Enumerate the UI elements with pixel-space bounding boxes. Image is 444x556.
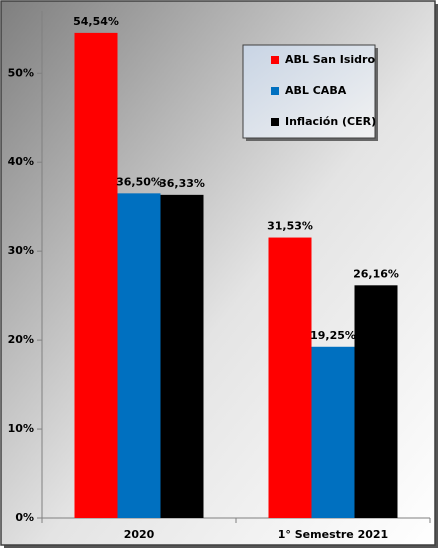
y-tick-label: 10% (8, 422, 34, 435)
legend (242, 44, 376, 139)
bar (311, 346, 355, 518)
x-tick-label: 1° Semestre 2021 (278, 528, 388, 541)
bar (160, 194, 204, 518)
legend-swatch (271, 56, 279, 64)
value-label: 31,53% (267, 220, 313, 233)
y-tick-label: 30% (8, 244, 34, 257)
value-label: 36,50% (116, 175, 162, 188)
y-tick-label: 0% (15, 511, 34, 524)
bar (74, 32, 118, 519)
legend-label: ABL CABA (285, 84, 347, 97)
bar (117, 193, 161, 518)
y-tick-label: 40% (8, 155, 34, 168)
legend-swatch (271, 87, 279, 95)
y-tick-label: 20% (8, 333, 34, 346)
value-label: 36,33% (159, 177, 205, 190)
value-label: 19,25% (310, 329, 356, 342)
y-tick-label: 50% (8, 66, 34, 79)
plot-area: 0% 10% 20% 30% 40% 50% 2020 54,54% 36,50%36,33% 1… (8, 11, 431, 541)
legend-label: ABL San Isidro (285, 53, 375, 66)
value-label: 54,54% (73, 15, 119, 28)
bar (268, 237, 312, 518)
x-tick-label: 2020 (124, 528, 155, 541)
value-label: 26,16% (353, 267, 399, 280)
legend-label: Inflación (CER) (285, 115, 376, 128)
bar (354, 285, 398, 518)
legend-swatch (271, 118, 279, 126)
